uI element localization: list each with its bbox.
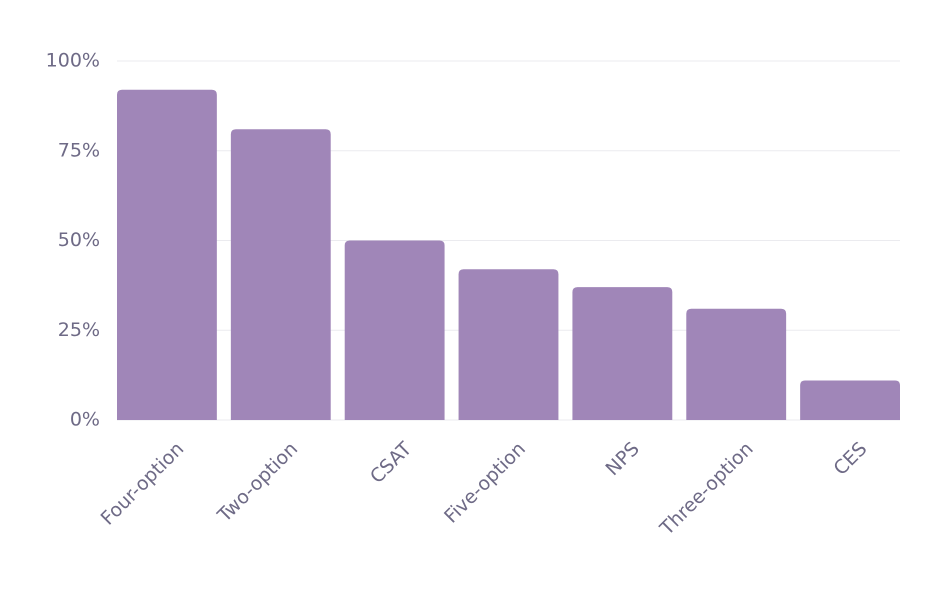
x-tick-label: Five-option [440,438,530,528]
bar [800,380,900,420]
bar [230,129,331,420]
x-tick-label: NPS [602,438,644,480]
y-tick-label: 75% [58,139,100,161]
y-tick-label: 50% [58,229,100,251]
bar [344,240,445,420]
bar [572,287,673,420]
bar [686,308,787,420]
x-tick-label: CSAT [366,438,416,488]
bar [117,89,217,420]
x-tick-label: Four-option [97,438,189,530]
y-tick-label: 0% [70,409,100,431]
bar [458,269,559,420]
x-tick-label: Two-option [213,438,302,527]
y-tick-label: 25% [58,319,100,341]
x-tick-label: Three-option [655,438,757,540]
y-tick-label: 100% [46,50,100,72]
x-tick-label: CES [830,438,872,480]
